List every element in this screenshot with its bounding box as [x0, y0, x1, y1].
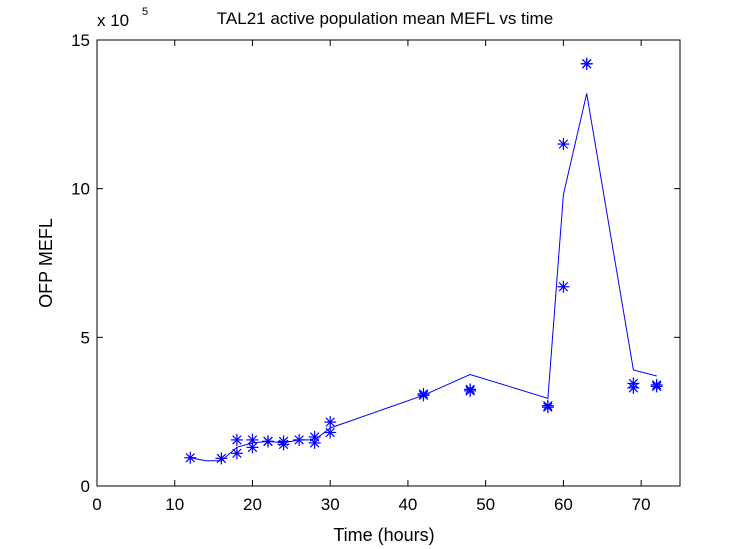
marker-stroke [278, 436, 289, 447]
marker-stroke [628, 378, 639, 389]
marker-stroke [263, 436, 273, 447]
data-point [184, 451, 197, 464]
marker-stroke [232, 448, 242, 459]
y-tick-label: 0 [81, 477, 90, 496]
marker-stroke [309, 432, 320, 442]
data-point [308, 430, 321, 443]
marker-stroke [558, 139, 569, 149]
x-axis: 0 10 20 30 40 50 60 70 [92, 40, 651, 514]
data-point [246, 433, 259, 446]
marker-stroke [185, 453, 196, 463]
x-tick-label: 40 [398, 495, 417, 514]
data-point [580, 57, 593, 70]
data-point [464, 383, 477, 396]
data-point [541, 399, 554, 412]
y-tick-label: 5 [81, 328, 90, 347]
data-point [293, 433, 306, 446]
x-tick-label: 70 [632, 495, 651, 514]
marker-stroke [232, 435, 242, 445]
marker-stroke [581, 59, 592, 69]
marker-stroke [465, 384, 475, 395]
x-tick-label: 20 [243, 495, 262, 514]
chart-title: TAL21 active population mean MEFL vs tim… [217, 9, 553, 28]
y-exponent-label: x 10 [97, 11, 129, 30]
y-axis-title: OFP MEFL [36, 218, 56, 308]
marker-stroke [294, 435, 304, 445]
marker-stroke [216, 453, 227, 464]
data-point [557, 138, 570, 151]
data-point [230, 447, 243, 460]
marker-stroke [558, 282, 569, 292]
x-tick-label: 30 [321, 495, 340, 514]
x-tick-label: 60 [554, 495, 573, 514]
x-tick-label: 0 [92, 495, 101, 514]
y-exponent: x 10 5 [97, 6, 148, 30]
y-tick-label: 15 [71, 31, 90, 50]
data-point [277, 435, 290, 448]
marker-stroke [325, 417, 335, 427]
marker-stroke [325, 427, 335, 438]
marker-stroke [247, 442, 258, 453]
series-markers [184, 57, 663, 465]
data-point [324, 416, 337, 429]
plot-frame [96, 39, 681, 487]
data-point [324, 426, 337, 439]
y-axis: 0 5 10 15 [71, 31, 680, 496]
marker-stroke [418, 389, 429, 399]
data-point [627, 377, 640, 390]
marker-stroke [247, 435, 258, 445]
data-point [230, 433, 243, 446]
x-tick-label: 50 [476, 495, 495, 514]
plot-area [96, 39, 681, 487]
y-exponent-power: 5 [142, 6, 148, 18]
x-tick-label: 10 [165, 495, 184, 514]
data-point [650, 378, 663, 391]
x-axis-title: Time (hours) [333, 525, 434, 545]
data-point [262, 435, 275, 448]
marker-stroke [543, 400, 553, 411]
data-point [417, 387, 430, 400]
y-tick-label: 10 [71, 180, 90, 199]
data-point [557, 280, 570, 293]
marker-stroke [651, 380, 662, 390]
data-point [215, 452, 228, 465]
